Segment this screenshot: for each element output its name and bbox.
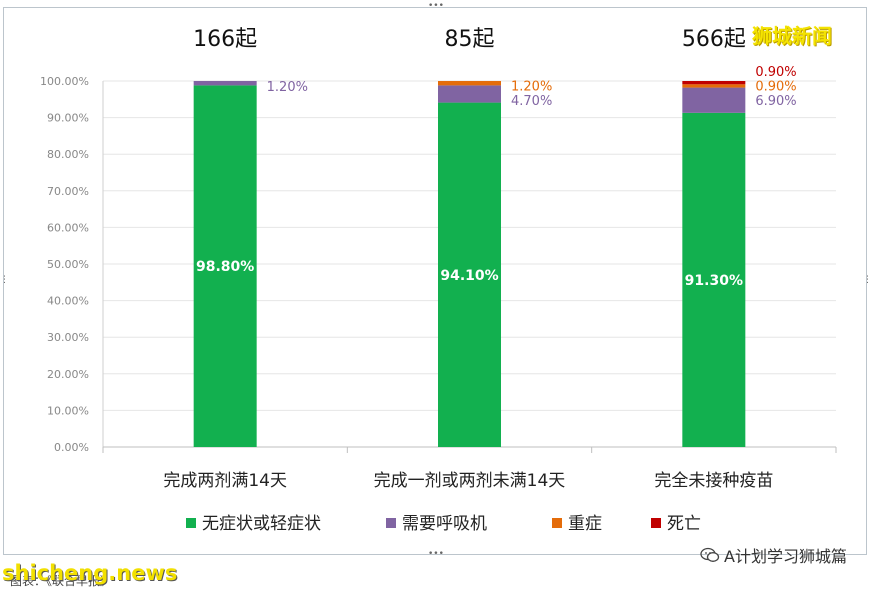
data-label: 1.20% — [511, 80, 552, 95]
bar-segment — [682, 87, 746, 113]
bar-segment — [438, 85, 501, 103]
wechat-icon — [700, 547, 720, 563]
legend-swatch — [386, 518, 396, 528]
data-label: 91.30% — [685, 273, 743, 289]
y-tick-label: 0.00% — [54, 441, 89, 454]
y-tick-label: 80.00% — [47, 148, 89, 161]
data-label: 94.10% — [440, 268, 498, 284]
bar-segment — [682, 112, 746, 447]
legend-swatch — [651, 518, 661, 528]
data-label: 0.90% — [755, 80, 796, 95]
y-tick-label: 10.00% — [47, 404, 89, 417]
data-label: 98.80% — [196, 259, 254, 275]
bar-segment — [438, 102, 501, 448]
case-count-label: 85起 — [445, 27, 495, 52]
data-label: 0.90% — [755, 65, 796, 80]
bar-segment — [438, 81, 501, 86]
bar-segment — [682, 84, 746, 88]
legend-swatch — [186, 518, 196, 528]
y-tick-label: 60.00% — [47, 221, 89, 234]
resize-handle-top[interactable]: ••• — [428, 1, 444, 11]
legend-label: 重症 — [568, 514, 602, 534]
chart-source: 图表：《联合早报》 — [10, 574, 113, 588]
y-tick-label: 50.00% — [47, 258, 89, 271]
y-tick-label: 90.00% — [47, 112, 89, 125]
legend-label: 无症状或轻症状 — [202, 514, 321, 534]
y-tick-label: 20.00% — [47, 368, 89, 381]
legend-swatch — [552, 518, 562, 528]
legend-label: 需要呼吸机 — [402, 514, 487, 534]
data-label: 4.70% — [511, 94, 552, 109]
wechat-label: A计划学习狮城篇 — [724, 547, 847, 566]
resize-handle-bottom[interactable]: ••• — [428, 549, 444, 559]
case-count-label: 566起 — [682, 27, 746, 52]
wechat-account: A计划学习狮城篇 — [700, 543, 847, 567]
bar-segment — [193, 85, 257, 447]
x-tick-label: 完全未接种疫苗 — [654, 471, 773, 491]
brand-logo: 狮城新闻 — [752, 24, 832, 48]
chart-frame — [3, 7, 867, 555]
y-tick-label: 30.00% — [47, 331, 89, 344]
y-tick-label: 70.00% — [47, 185, 89, 198]
y-tick-label: 100.00% — [40, 75, 89, 88]
resize-handle-right[interactable]: ⋮ — [863, 275, 872, 285]
x-tick-label: 完成两剂满14天 — [163, 471, 287, 491]
legend-label: 死亡 — [667, 514, 701, 534]
site-watermark: shicheng.news — [2, 561, 178, 585]
resize-handle-left[interactable]: ⋮ — [0, 275, 9, 285]
data-label: 6.90% — [755, 94, 796, 109]
y-tick-label: 40.00% — [47, 295, 89, 308]
case-count-label: 166起 — [193, 27, 257, 52]
x-tick-label: 完成一剂或两剂未满14天 — [374, 471, 566, 491]
bar-segment — [682, 81, 746, 85]
data-label: 1.20% — [267, 80, 308, 95]
bar-segment — [193, 81, 257, 86]
